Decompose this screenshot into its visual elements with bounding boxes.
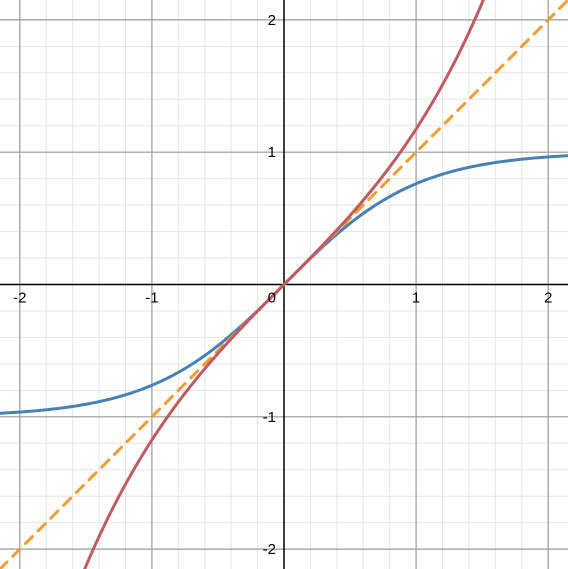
x-tick-label: 1 — [412, 290, 420, 307]
y-tick-label: 1 — [268, 144, 276, 161]
y-tick-label: -2 — [263, 541, 276, 558]
y-tick-label: 2 — [268, 12, 276, 29]
x-tick-label: -2 — [13, 290, 26, 307]
chart-svg: -2 -1 0 1 2 -2 -1 1 2 — [0, 0, 568, 569]
x-tick-label: 2 — [544, 290, 552, 307]
y-tick-label: -1 — [263, 409, 276, 426]
x-tick-label: 0 — [268, 290, 276, 307]
function-chart: -2 -1 0 1 2 -2 -1 1 2 — [0, 0, 568, 569]
x-tick-label: -1 — [145, 290, 158, 307]
